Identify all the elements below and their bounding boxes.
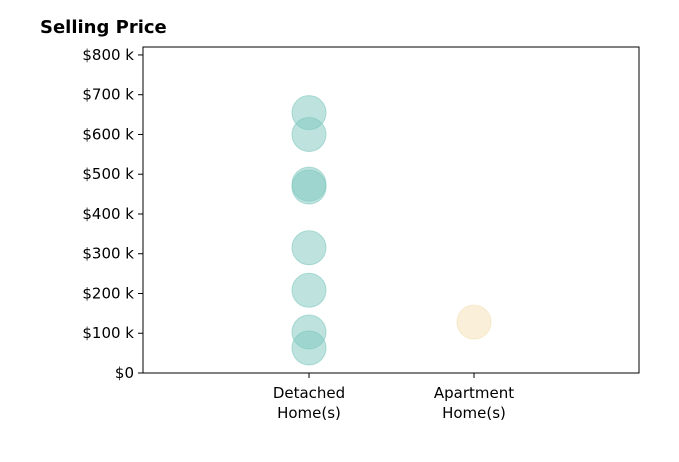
y-tick-label: $800 k — [82, 46, 134, 64]
chart-title: Selling Price — [40, 17, 167, 38]
plot-frame — [142, 46, 640, 374]
x-axis: Detached Home(s) Apartment Home(s) — [273, 373, 514, 422]
x-tick-label: Apartment Home(s) — [434, 384, 514, 422]
y-tick-label: $400 k — [82, 205, 134, 223]
data-point — [456, 304, 492, 340]
x-tick-label: Detached Home(s) — [273, 384, 345, 422]
y-axis: $0 $100 k $200 k $300 k $400 k $500 k $600 k $7… — [82, 46, 143, 382]
y-tick-label: $700 k — [82, 86, 134, 104]
data-point — [291, 116, 327, 152]
y-tick-label: $300 k — [82, 245, 134, 263]
data-point — [291, 330, 327, 366]
data-point — [291, 230, 327, 266]
y-tick-label: $200 k — [82, 284, 134, 302]
y-tick-label: $100 k — [82, 324, 134, 342]
y-tick-label: $0 — [115, 364, 134, 382]
data-point — [291, 272, 327, 308]
data-point — [291, 169, 327, 205]
y-tick-label: $500 k — [82, 165, 134, 183]
data-points — [291, 95, 492, 366]
y-tick-label: $600 k — [82, 125, 134, 143]
